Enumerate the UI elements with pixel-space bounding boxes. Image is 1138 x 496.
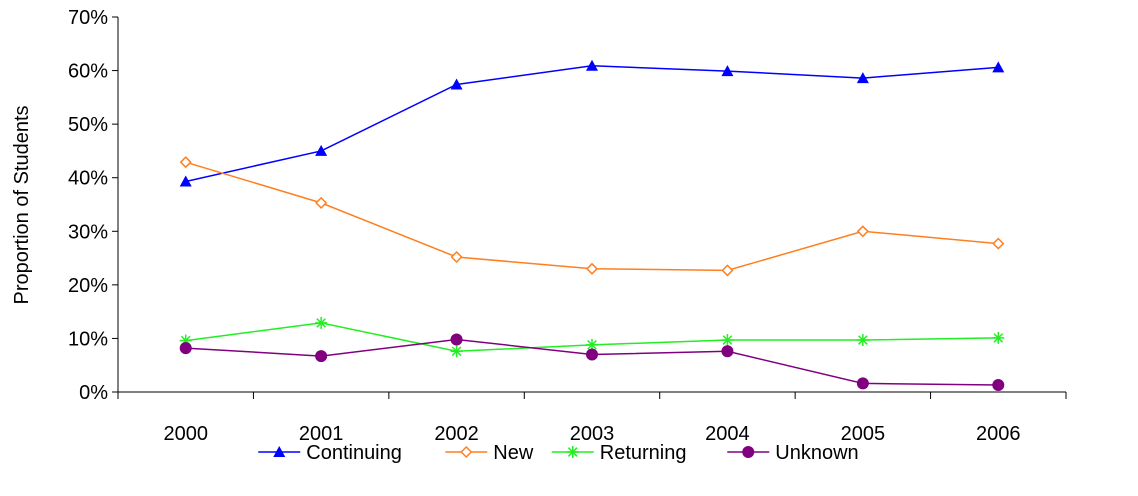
legend-item-returning: Returning [551,442,687,464]
data-point-new [856,225,869,238]
data-point-unknown [450,333,463,346]
y-tick-label: 10% [68,328,108,350]
data-point-new [450,250,463,264]
y-tick-label: 30% [68,221,108,243]
data-point-continuing [721,65,734,77]
legend-swatch-marker [460,445,473,459]
y-tick-labels: 0% 10% 20% 30% 40% 50% 60% 70% [68,7,108,404]
data-point-returning [721,334,734,347]
data-point-unknown [721,345,734,358]
y-tick-label: 50% [68,114,108,136]
data-point-returning [315,316,328,329]
legend-item-unknown: Unknown [727,442,859,464]
x-tick-label: 2003 [570,423,615,445]
x-tick-label: 2002 [434,423,479,445]
data-point-continuing [179,175,192,187]
chart-axes [112,16,1067,399]
data-point-continuing [586,59,598,71]
legend-label: Returning [600,442,687,464]
data-point-unknown [179,342,192,355]
data-point-continuing [450,78,463,90]
legend-swatch-marker [566,446,579,458]
series-line-new [185,161,999,272]
data-point-new [315,196,328,209]
series-line-continuing [185,64,999,183]
x-tick-label: 2005 [841,423,886,445]
y-tick-label: 40% [68,168,108,190]
legend-swatch-marker [742,446,755,458]
legend-label: Unknown [775,442,858,464]
data-point-new [585,262,599,275]
data-point-returning [992,331,1005,344]
y-tick-label: 20% [68,275,108,297]
x-tick-label: 2004 [705,423,750,445]
data-point-unknown [856,377,869,390]
x-tick-label: 2000 [163,423,208,445]
x-tick-labels: 2000 2001 2002 2003 2004 2005 2006 [163,423,1020,445]
data-point-unknown [992,379,1005,392]
data-point-returning [450,345,463,358]
y-tick-label: 70% [68,7,108,29]
legend: Continuing New Returning Unknown [258,442,859,464]
y-tick-label: 60% [68,61,108,83]
legend-label: New [493,442,534,464]
data-point-unknown [586,348,598,361]
data-point-continuing [992,61,1005,73]
x-tick-label: 2001 [299,423,344,445]
y-axis-title: Proportion of Students [11,105,33,304]
data-point-new [179,156,192,169]
series-markers [179,59,1005,392]
data-point-continuing [315,144,328,156]
legend-swatch-marker [273,446,286,457]
data-point-new [992,237,1005,250]
data-point-new [721,264,734,277]
series-lines [185,64,999,386]
y-tick-label: 0% [79,382,108,404]
legend-item-new: New [445,442,534,464]
data-point-continuing [856,72,869,84]
data-point-returning [586,338,598,351]
data-point-unknown [315,350,328,363]
data-point-returning [856,334,869,347]
legend-label: Continuing [306,442,402,464]
legend-item-continuing: Continuing [258,442,402,464]
x-tick-label: 2006 [976,423,1021,445]
